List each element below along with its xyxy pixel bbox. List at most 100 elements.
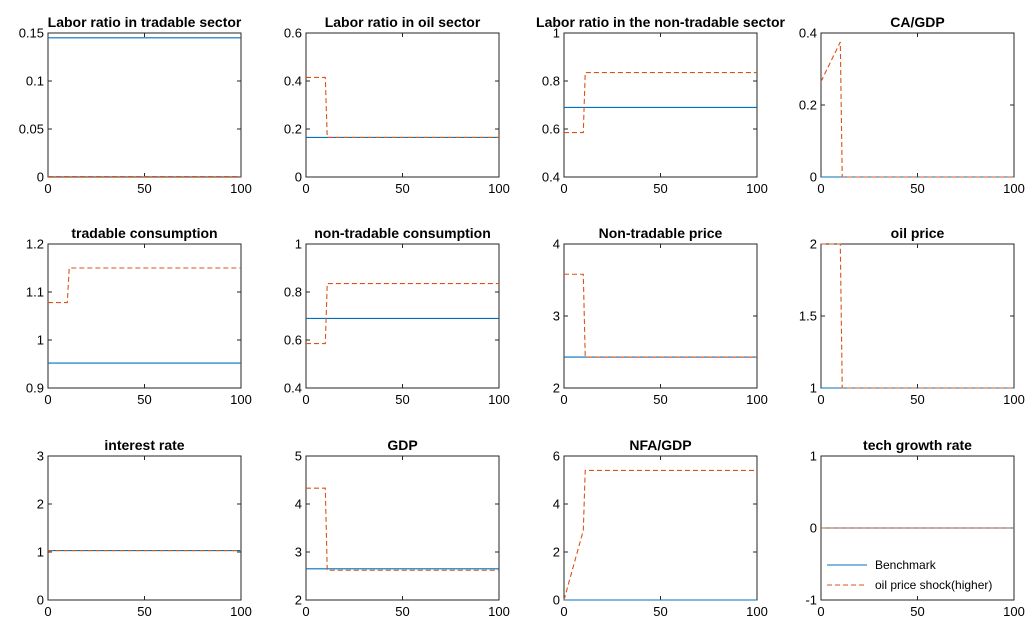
subplot-2: Labor ratio in oil sector 0 50 100 0 0.2 0.4 0.… [284, 14, 510, 196]
axes-box [305, 455, 500, 601]
x-tick-label: 100 [488, 392, 510, 407]
y-tick-label: 1 [553, 26, 560, 41]
x-tick-label: 0 [817, 604, 824, 619]
subplot-title: GDP [387, 437, 417, 453]
oil-shock-series-line [306, 487, 499, 571]
x-tick-label: 0 [302, 392, 309, 407]
x-tick-label: 0 [44, 392, 51, 407]
y-tick-label: 0.4 [542, 170, 560, 185]
y-tick-label: 1 [810, 381, 817, 396]
y-tick-label: 3 [553, 309, 560, 324]
legend-shock-label: oil price shock(higher) [875, 578, 992, 592]
y-tick-label: 0.6 [284, 333, 302, 348]
x-tick-label: 0 [560, 604, 567, 619]
oil-shock-series-line [564, 72, 757, 134]
x-tick-label: 50 [910, 181, 924, 196]
subplot-11: NFA/GDP 0 50 100 0 2 4 6 [553, 437, 768, 619]
y-tick-label: 1 [37, 333, 44, 348]
y-tick-label: 0 [810, 521, 817, 536]
oil-shock-series-line [306, 76, 499, 138]
subplot-title: tradable consumption [71, 225, 217, 241]
subplot-title: Labor ratio in oil sector [325, 14, 481, 30]
x-tick-label: 50 [653, 604, 667, 619]
axes-box [47, 32, 242, 178]
subplot-3: Labor ratio in the non-tradable sector 0 5… [536, 14, 785, 196]
y-tick-label: 4 [553, 237, 560, 252]
y-tick-label: 0.4 [284, 74, 302, 89]
subplot-title: non-tradable consumption [314, 225, 491, 241]
x-tick-label: 100 [230, 181, 252, 196]
subplot-8: oil price 0 50 100 1 1.5 2 [799, 225, 1025, 407]
axes-box [47, 455, 242, 601]
y-tick-label: 3 [295, 545, 302, 560]
y-tick-label: 2 [553, 545, 560, 560]
axes-box [47, 243, 242, 389]
x-tick-label: 100 [230, 604, 252, 619]
axes-box [563, 243, 758, 389]
x-tick-label: 100 [746, 392, 768, 407]
y-tick-label: 0.8 [542, 74, 560, 89]
subplot-title: tech growth rate [863, 437, 972, 453]
x-tick-label: 100 [1003, 181, 1025, 196]
oil-shock-series-line [564, 273, 757, 358]
y-tick-label: 0 [37, 170, 44, 185]
y-tick-label: 1.1 [26, 285, 44, 300]
x-tick-label: 0 [44, 181, 51, 196]
y-tick-label: 0.2 [799, 98, 817, 113]
x-tick-label: 50 [910, 604, 924, 619]
y-tick-label: 0.15 [19, 26, 44, 41]
y-tick-label: 6 [553, 449, 560, 464]
y-tick-label: 1 [295, 237, 302, 252]
subplot-6: non-tradable consumption 0 50 100 0.4 0.6 0.8 1 [284, 225, 510, 407]
oil-shock-series-line [306, 283, 499, 345]
y-tick-label: 0 [810, 170, 817, 185]
x-tick-label: 50 [395, 604, 409, 619]
x-tick-label: 50 [653, 181, 667, 196]
x-tick-label: 0 [560, 392, 567, 407]
legend-box [823, 552, 973, 596]
x-tick-label: 100 [488, 181, 510, 196]
subplot-1: Labor ratio in tradable sector 0 50 100 0 0.0… [19, 14, 252, 196]
x-tick-label: 50 [910, 392, 924, 407]
subplot-title: Non-tradable price [599, 225, 723, 241]
subplot-title: interest rate [104, 437, 184, 453]
y-tick-label: 4 [295, 497, 302, 512]
subplot-9: interest rate 0 50 100 0 1 2 3 [37, 437, 252, 619]
y-tick-label: -1 [805, 593, 817, 608]
x-tick-label: 100 [488, 604, 510, 619]
subplot-title: CA/GDP [890, 14, 944, 30]
x-tick-label: 50 [137, 604, 151, 619]
axes-box [563, 455, 758, 601]
x-tick-label: 0 [817, 181, 824, 196]
oil-shock-series-line [563, 469, 757, 601]
x-tick-label: 0 [560, 181, 567, 196]
x-tick-label: 0 [817, 392, 824, 407]
subplot-7: Non-tradable price 0 50 100 2 3 4 [553, 225, 768, 407]
x-tick-label: 50 [395, 181, 409, 196]
y-tick-label: 0.6 [542, 122, 560, 137]
axes-box [305, 32, 500, 178]
legend-benchmark-label: Benchmark [875, 558, 937, 572]
x-tick-label: 50 [653, 392, 667, 407]
x-tick-label: 0 [302, 181, 309, 196]
y-tick-label: 0.4 [284, 381, 302, 396]
x-tick-label: 100 [230, 392, 252, 407]
y-tick-label: 0 [553, 593, 560, 608]
x-tick-label: 100 [1003, 392, 1025, 407]
x-tick-label: 0 [302, 604, 309, 619]
x-tick-label: 50 [137, 181, 151, 196]
y-tick-label: 2 [295, 593, 302, 608]
subplot-4: CA/GDP 0 50 100 0 0.2 0.4 [799, 14, 1025, 196]
axes-box [820, 32, 1015, 178]
y-tick-label: 5 [295, 449, 302, 464]
subplot-10: GDP 0 50 100 2 3 4 5 [295, 437, 510, 619]
axes-box [305, 243, 500, 389]
axes-box [563, 32, 758, 178]
oil-shock-series-line [820, 41, 1014, 178]
x-tick-label: 100 [1003, 604, 1025, 619]
y-tick-label: 0.9 [26, 381, 44, 396]
subplot-5: tradable consumption 0 50 100 0.9 1 1.1 1.2 [26, 225, 252, 407]
subplot-title: oil price [891, 225, 945, 241]
x-tick-label: 100 [746, 604, 768, 619]
